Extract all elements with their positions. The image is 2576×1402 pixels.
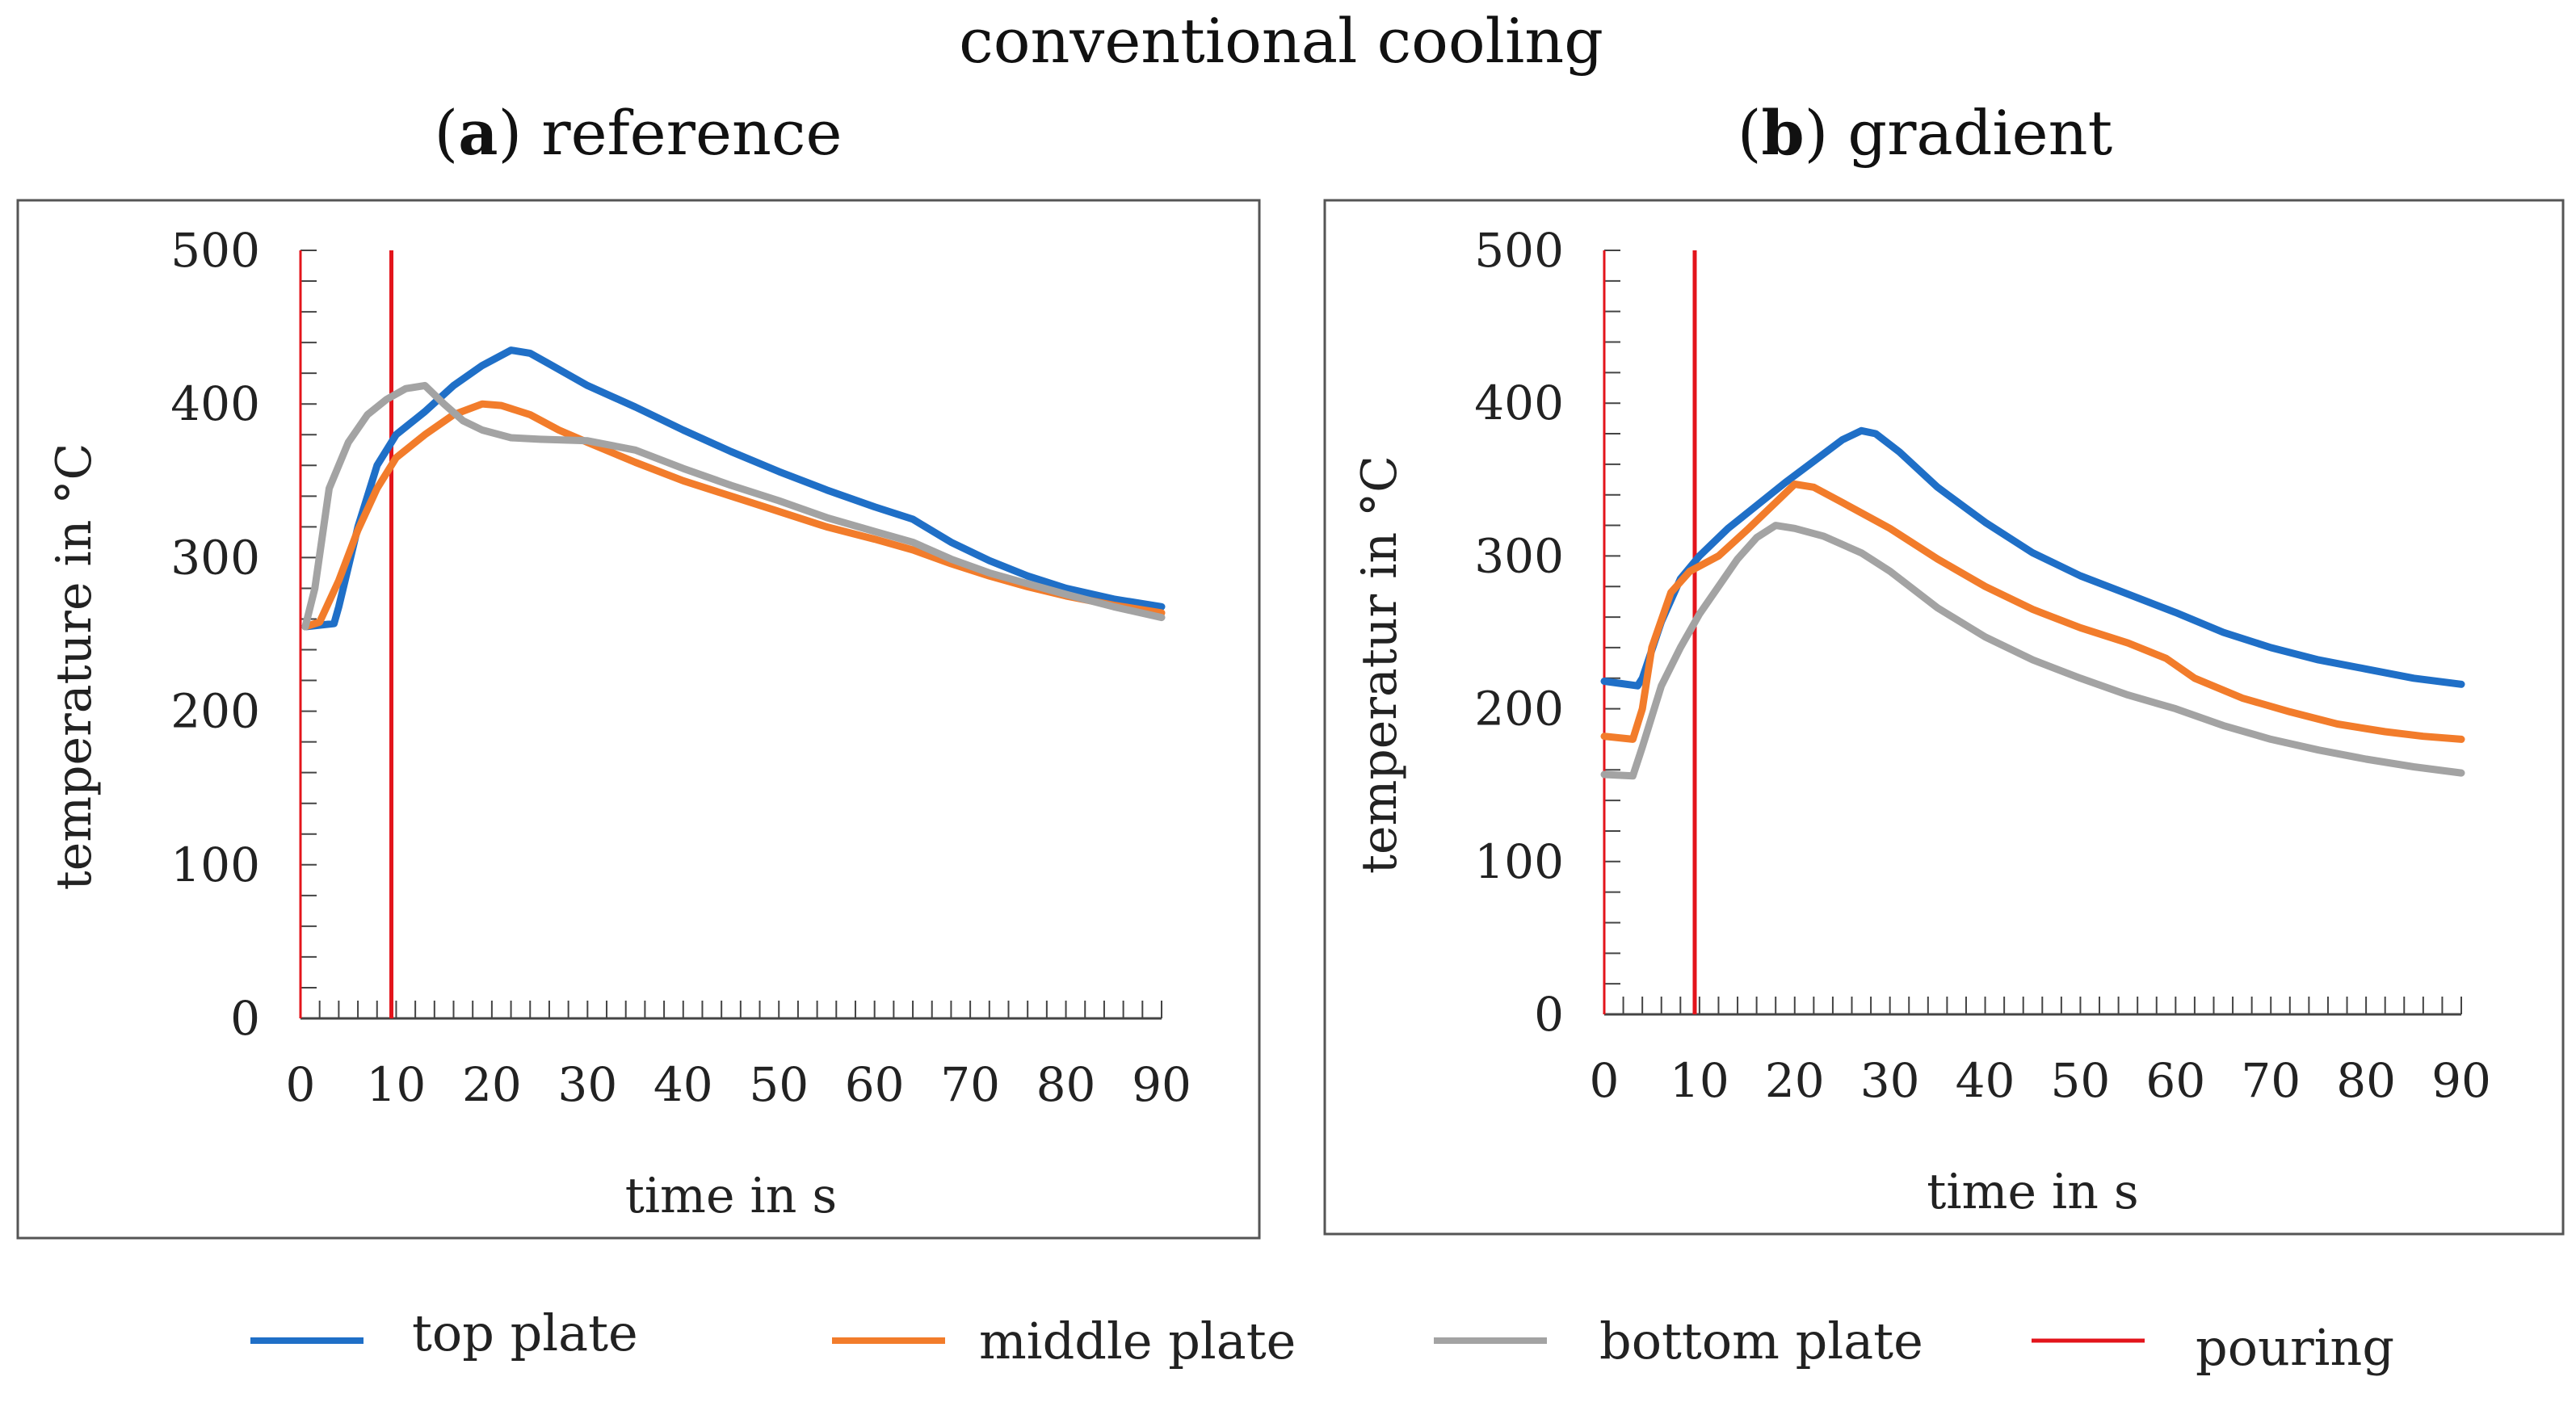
series-line-bottom-plate bbox=[301, 381, 1166, 631]
y-tick-label: 500 bbox=[170, 223, 260, 278]
x-axis-label-a: time in s bbox=[625, 1168, 837, 1224]
series-line-top-plate bbox=[1600, 426, 2465, 690]
x-tick-label: 10 bbox=[367, 1057, 427, 1112]
x-tick-label: 50 bbox=[2051, 1053, 2111, 1108]
x-tick-label: 70 bbox=[2241, 1053, 2301, 1108]
x-tick-label: 30 bbox=[557, 1057, 617, 1112]
y-tick-label: 100 bbox=[170, 837, 260, 892]
x-tick-label: 50 bbox=[749, 1057, 809, 1112]
x-tick-label: 70 bbox=[940, 1057, 1000, 1112]
x-tick-label: 80 bbox=[1036, 1057, 1096, 1112]
x-tick-label: 90 bbox=[1132, 1057, 1191, 1112]
x-axis-label-b: time in s bbox=[1927, 1164, 2138, 1220]
panel-a-title: (a) reference bbox=[435, 97, 843, 169]
legend-label-top-plate: top plate bbox=[412, 1303, 638, 1362]
x-tick-label: 0 bbox=[286, 1057, 316, 1112]
legend: top plate middle plate bottom plate pour… bbox=[250, 1303, 2394, 1377]
y-tick-label: 100 bbox=[1474, 834, 1564, 889]
panel-b: (b) gradient 0 10 20 30 40 50 60 70 80 90 0 100 200 3… bbox=[1323, 97, 2565, 1236]
x-tick-label: 40 bbox=[1956, 1053, 2015, 1108]
legend-label-bottom-plate: bottom plate bbox=[1599, 1312, 1923, 1371]
x-tick-label: 60 bbox=[845, 1057, 905, 1112]
panel-b-frame bbox=[1323, 199, 2565, 1236]
x-tick-label: 30 bbox=[1860, 1053, 1920, 1108]
x-tick-label: 60 bbox=[2145, 1053, 2205, 1108]
y-tick-label: 400 bbox=[170, 376, 260, 431]
x-tick-label: 0 bbox=[1590, 1053, 1620, 1108]
panel-a: (a) reference 0 10 20 30 40 50 60 70 80 90 0 100 200… bbox=[16, 97, 1261, 1240]
x-tick-label: 20 bbox=[462, 1057, 522, 1112]
y-tick-label: 0 bbox=[1534, 987, 1564, 1042]
figure-title: conventional cooling bbox=[959, 5, 1603, 77]
plot-area-b: 0 10 20 30 40 50 60 70 80 90 0 100 200 300 400 500 time … bbox=[1351, 223, 2491, 1220]
x-tick-label: 10 bbox=[1670, 1053, 1729, 1108]
y-tick-label: 400 bbox=[1474, 376, 1564, 430]
legend-label-pouring: pouring bbox=[2196, 1318, 2394, 1377]
series-line-top-plate bbox=[301, 346, 1166, 631]
x-tick-label: 80 bbox=[2336, 1053, 2396, 1108]
y-tick-label: 500 bbox=[1474, 223, 1564, 278]
y-tick-label: 200 bbox=[170, 684, 260, 739]
y-tick-label: 200 bbox=[1474, 682, 1564, 737]
plot-area-a: 0 10 20 30 40 50 60 70 80 90 0 100 200 300 400 500 time … bbox=[46, 223, 1191, 1224]
panel-a-frame bbox=[16, 199, 1261, 1240]
legend-label-middle-plate: middle plate bbox=[979, 1312, 1296, 1371]
series-line-middle-plate bbox=[1600, 481, 2465, 743]
panel-b-title: (b) gradient bbox=[1738, 97, 2112, 169]
y-axis-label-a: temperature in °C bbox=[46, 443, 103, 891]
series-line-bottom-plate bbox=[1600, 522, 2465, 780]
x-tick-label: 90 bbox=[2431, 1053, 2491, 1108]
y-tick-label: 300 bbox=[170, 530, 260, 585]
y-tick-label: 300 bbox=[1474, 528, 1564, 583]
y-axis-label-b: temperatur in °C bbox=[1351, 455, 1408, 874]
series-line-middle-plate bbox=[301, 400, 1166, 631]
x-tick-label: 20 bbox=[1765, 1053, 1825, 1108]
y-tick-label: 0 bbox=[230, 991, 260, 1046]
x-tick-label: 40 bbox=[653, 1057, 713, 1112]
